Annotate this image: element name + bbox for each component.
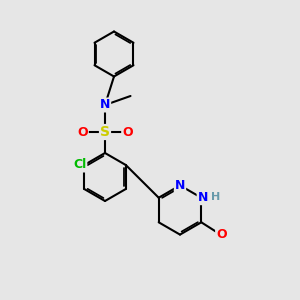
Text: N: N bbox=[100, 98, 110, 112]
Text: S: S bbox=[100, 125, 110, 139]
Text: H: H bbox=[211, 192, 220, 202]
Text: O: O bbox=[122, 125, 133, 139]
Text: Cl: Cl bbox=[73, 158, 86, 172]
Text: O: O bbox=[216, 228, 227, 241]
Text: N: N bbox=[175, 179, 185, 192]
Text: N: N bbox=[198, 191, 208, 204]
Text: O: O bbox=[77, 125, 88, 139]
